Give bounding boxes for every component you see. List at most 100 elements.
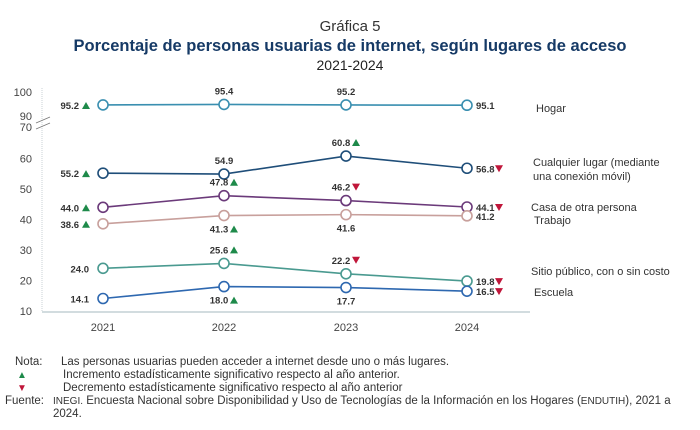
source-row: Fuente: INEGI. Encuesta Nacional sobre D… [5,395,695,421]
axis-break-mark [35,122,51,130]
data-label: 44.1 [476,203,495,214]
data-label: 14.1 [71,294,90,305]
data-label: 17.7 [337,297,356,308]
series-line [102,285,468,300]
legend-up-text: Incremento estadísticamente significativ… [63,369,400,381]
legend: Hogar Cualquier lugar (mediante una conexi… [531,103,670,299]
data-label: 47.8 [210,178,229,189]
data-label: 60.8 [332,138,351,149]
x-tick-label: 2024 [455,322,479,334]
legend-label: Casa de otra persona [531,202,638,214]
note-label: Nota: [15,356,43,368]
data-label: 54.9 [215,156,234,167]
data-label: 19.8 [476,277,495,288]
data-label: 41.2 [476,212,495,223]
data-label: 95.2 [337,87,356,98]
x-tick-label: 2022 [212,322,236,334]
note-text: Las personas usuarias pueden acceder a i… [61,356,450,368]
data-label: 38.6 [61,220,80,231]
legend-label: Cualquier lugar (mediante [533,157,660,169]
data-label: 18.0 [210,296,229,307]
data-label: 16.5 [476,287,495,298]
triangle-down-icon: ▼ [17,383,27,394]
legend-down-row: ▼ Decremento estadísticamente significat… [15,382,695,395]
y-tick-label: 50 [20,184,32,196]
triangle-down-icon [352,183,360,191]
source-org: INEGI. [53,396,84,407]
legend-label: Hogar [536,103,566,115]
data-label: 95.1 [476,101,495,112]
legend-label: Trabajo [534,215,571,227]
series-1 [97,150,473,180]
source-text: INEGI. Encuesta Nacional sobre Disponibi… [53,395,695,421]
data-label: 22.2 [332,256,351,267]
series-line [102,155,468,175]
series-2 [97,189,473,214]
triangle-up-icon: ▲ [17,370,27,381]
data-point [461,99,473,112]
data-point [218,280,230,293]
triangle-up-icon [82,101,90,109]
series-line [102,213,468,225]
data-label: 44.0 [61,203,80,214]
triangle-up-icon [352,139,360,147]
source-label: Fuente: [5,395,44,407]
y-tick-label: 40 [20,215,32,227]
triangle-up-icon [230,246,238,254]
data-point [461,210,473,222]
data-point [340,281,352,294]
note-row: Nota: Las personas usuarias pueden acced… [15,356,695,369]
triangle-up-icon [230,296,238,304]
series-0 [97,98,473,112]
data-label: 95.4 [215,86,234,97]
data-point [340,99,352,111]
data-label: 46.2 [332,183,351,194]
source-text-2: ), 2021 a 2024. [53,395,671,420]
triangle-up-icon [230,178,238,186]
series-line [102,194,468,209]
chart-notes: Nota: Las personas usuarias pueden acced… [5,356,695,421]
data-point [461,275,473,287]
triangle-down-icon [352,256,360,264]
data-label: 25.6 [210,245,229,256]
chart-title: Porcentaje de personas usuarias de inter… [73,37,627,55]
data-point [218,257,230,270]
data-point [340,194,352,207]
source-acronym: ENDUTIH [580,396,626,407]
y-tick-label: 100 [14,87,32,99]
data-label: 41.6 [337,224,356,235]
chart-label: Gráfica 5 [319,18,381,35]
y-tick-label: 20 [20,276,32,288]
data-point [461,285,473,297]
triangle-up-icon [82,204,90,212]
triangle-down-icon [495,278,503,286]
data-label: 24.0 [71,264,90,275]
series-4 [97,257,473,287]
data-point [218,98,230,111]
series-line [102,262,468,282]
data-point [340,150,352,162]
triangle-up-icon [82,220,90,228]
data-label: 56.8 [476,164,495,175]
series-5 [97,280,473,305]
data-label: 55.2 [61,169,80,180]
data-point [461,162,473,175]
data-label: 41.3 [210,225,229,236]
data-labels: 95.2 95.4 95.2 95.1 55.2 54.9 60.8 56.8 44.0 47.8… [61,86,503,308]
data-point [218,168,230,180]
x-tick-label: 2023 [334,322,358,334]
legend-label: una conexión móvil) [533,171,631,183]
legend-label: Sitio público, con o sin costo [531,266,670,278]
chart-subtitle: 2021-2024 [316,57,384,73]
source-text-1: Encuesta Nacional sobre Disponibilidad y… [86,395,581,407]
data-point [97,217,109,230]
series-lines [97,98,473,305]
triangle-down-icon [495,165,503,173]
y-tick-label: 30 [20,245,32,257]
y-tick-label: 10 [20,306,32,318]
data-point [340,267,352,280]
legend-down-text: Decremento estadísticamente significativ… [63,382,403,394]
data-point [97,292,109,305]
